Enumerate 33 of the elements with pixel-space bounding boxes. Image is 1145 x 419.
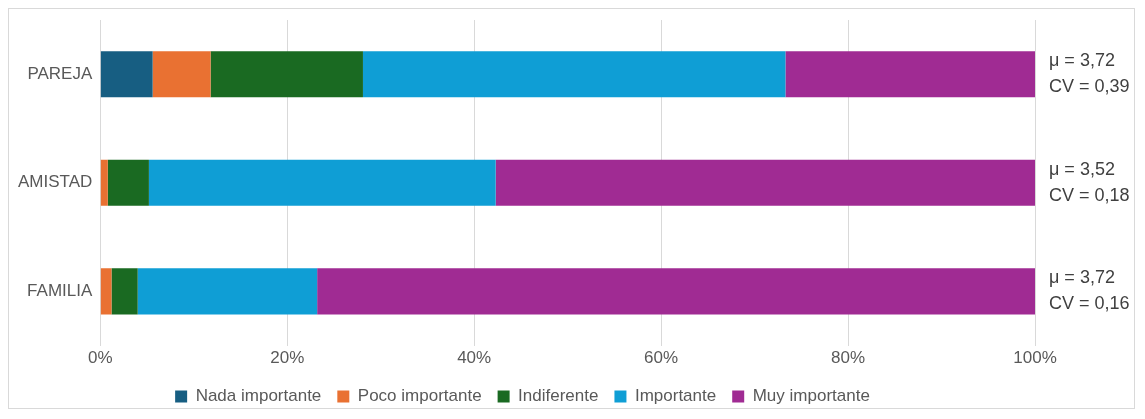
y-tick-label: FAMILIA bbox=[27, 281, 93, 301]
text: CV = 0,39 bbox=[1049, 76, 1130, 97]
bar bbox=[137, 268, 318, 315]
text: μ = 3,72 bbox=[1049, 267, 1115, 288]
y-tick-label: AMISTAD bbox=[17, 172, 93, 192]
legend-label: Muy importante bbox=[752, 386, 870, 406]
bar bbox=[100, 51, 153, 98]
legend-label: Nada importante bbox=[195, 386, 322, 406]
text: CV = 0,16 bbox=[1049, 293, 1130, 314]
bar bbox=[100, 268, 112, 315]
bar bbox=[495, 159, 1035, 206]
text: CV = 0,18 bbox=[1049, 184, 1130, 205]
x-tick-label: 60% bbox=[644, 348, 679, 368]
x-tick-label: 100% bbox=[1013, 348, 1057, 368]
legend-label: Poco importante bbox=[357, 386, 482, 406]
y-tick-label: PAREJA bbox=[27, 63, 93, 83]
legend-label: Indiferente bbox=[518, 386, 599, 406]
x-tick-label: 20% bbox=[270, 348, 305, 368]
x-tick-label: 40% bbox=[457, 348, 492, 368]
bar bbox=[107, 159, 149, 206]
bar bbox=[100, 159, 108, 206]
bar bbox=[152, 51, 211, 98]
legend-label: Importante bbox=[634, 386, 717, 406]
bar bbox=[785, 51, 1035, 98]
bar bbox=[362, 51, 786, 98]
bar bbox=[317, 268, 1035, 315]
text: μ = 3,52 bbox=[1049, 158, 1115, 179]
bar bbox=[148, 159, 496, 206]
x-tick-label: 80% bbox=[831, 348, 866, 368]
bar bbox=[111, 268, 138, 315]
x-tick-label: 0% bbox=[88, 348, 113, 368]
text: μ = 3,72 bbox=[1049, 50, 1115, 71]
bar bbox=[210, 51, 363, 98]
